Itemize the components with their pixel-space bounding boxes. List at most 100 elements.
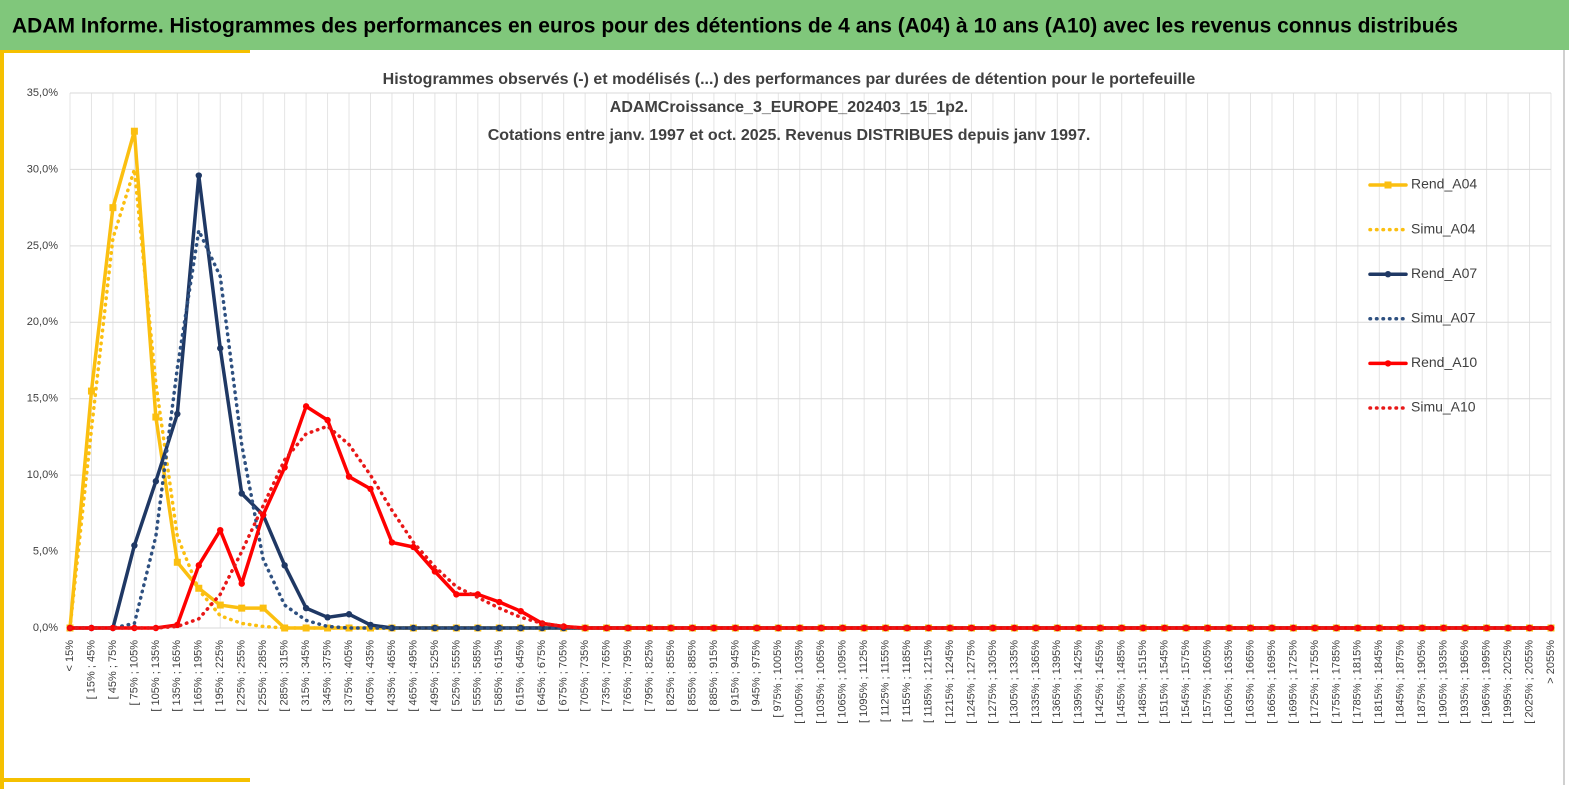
marker [324,416,331,424]
x-tick-label: [ 75% ; 105% [128,640,140,706]
accent [0,50,250,53]
x-tick-label: [ 345% ; 375% [321,640,333,712]
marker [131,542,138,549]
marker [173,558,181,566]
x-tick-label: [ 615% ; 645% [515,640,527,712]
x-tick-label: [ 315% ; 345% [300,640,312,712]
x-tick-label: [ 855% ; 885% [686,640,698,712]
x-tick-label: [ 1155% ; 1185% [901,640,913,722]
x-tick-label: [ 2025% ; 2055% [1523,640,1535,724]
x-tick-label: [ 1785% ; 1815% [1352,640,1364,724]
x-tick-label: [ 1905% ; 1935% [1438,640,1450,724]
marker [796,624,803,632]
marker [410,543,417,551]
accent [0,778,250,782]
marker [1075,624,1082,632]
chart-title: Cotations entre janv. 1997 et oct. 2025.… [488,127,1091,144]
y-tick-label: 25,0% [27,240,58,252]
x-tick-label: [ 1095% ; 1125% [858,640,870,723]
marker [1139,624,1147,632]
x-tick-label: [ 1875% ; 1905% [1416,640,1428,724]
legend-label: Rend_A04 [1411,176,1477,192]
x-tick-label: [ 1575% ; 1605% [1201,640,1213,724]
x-tick-label: [ 135% ; 165% [171,640,183,712]
marker [367,621,374,629]
border [1563,50,1565,785]
x-tick-label: [ 945% ; 975% [751,640,763,712]
x-tick-label: [ 165% ; 195% [193,640,205,712]
x-tick-label: [ 1635% ; 1665% [1244,640,1256,724]
x-tick-label: > 2055% [1545,640,1557,684]
legend-label: Simu_A04 [1411,220,1476,236]
x-tick-label: [ 1395% ; 1425% [1073,640,1085,724]
x-tick-label: [ 465% ; 495% [407,640,419,712]
y-tick-label: 5,0% [33,545,58,557]
x-tick-label: [ 195% ; 225% [214,640,226,712]
marker [410,624,417,632]
marker [1011,624,1018,632]
marker [217,345,224,352]
x-tick-label: [ 375% ; 405% [343,640,355,712]
x-tick-label: [ 1545% ; 1575% [1180,640,1192,724]
legend-marker [1384,271,1392,278]
x-tick-label: [ 1485% ; 1515% [1137,640,1149,724]
x-tick-label: [ 1455% ; 1485% [1116,640,1128,724]
legend-label: Rend_A07 [1411,265,1477,281]
marker [860,624,868,632]
x-tick-label: [ 1245% ; 1275% [965,640,977,724]
accent [0,50,4,789]
x-tick-label: [ 435% ; 465% [386,640,398,712]
marker [259,604,267,612]
marker [302,604,310,612]
y-tick-label: 10,0% [27,469,58,481]
marker [281,624,289,632]
y-tick-label: 30,0% [27,163,58,175]
x-tick-label: [ 1305% ; 1335% [1008,640,1020,724]
legend-marker [1384,360,1392,367]
x-tick-label: [ 525% ; 555% [450,640,462,712]
x-tick-label: [ 735% ; 765% [601,640,613,712]
x-tick-label: [ 1515% ; 1545% [1159,640,1171,724]
x-tick-label: [ 585% ; 615% [493,640,505,712]
x-tick-label: [ 1605% ; 1635% [1223,640,1235,724]
marker [324,614,331,621]
marker [345,624,353,632]
marker [216,601,224,609]
marker [109,624,117,632]
x-tick-label: [ 795% ; 825% [643,640,655,712]
x-tick-label: [ 15% ; 45% [85,640,97,700]
marker [195,562,202,569]
x-tick-label: [ 225% ; 255% [236,640,248,712]
marker [474,624,482,632]
x-tick-label: [ 1695% ; 1725% [1287,640,1299,724]
x-tick-label: [ 405% ; 435% [364,640,376,712]
x-tick-label: [ 105% ; 135% [150,640,162,712]
x-tick-label: [ 885% ; 915% [708,640,720,712]
marker [217,526,224,534]
header-title: ADAM Informe. Histogrammes des performan… [12,15,1458,38]
marker [174,410,181,418]
x-tick-label: [ 555% ; 585% [472,640,484,712]
x-tick-label: [ 825% ; 855% [665,640,677,712]
marker [1354,624,1362,632]
x-tick-label: [ 495% ; 525% [429,640,441,712]
x-tick-label: [ 1215% ; 1245% [944,640,956,724]
x-tick-label: [ 915% ; 945% [729,640,741,712]
x-tick-label: [ 1755% ; 1785% [1330,640,1342,724]
x-tick-label: [ 1965% ; 1995% [1481,640,1493,724]
x-tick-label: [ 765% ; 795% [622,640,634,712]
marker [87,387,95,395]
x-tick-label: [ 1425% ; 1455% [1094,640,1106,724]
legend-label: Rend_A10 [1411,354,1477,370]
x-tick-label: [ 1335% ; 1365% [1030,640,1042,724]
x-tick-label: [ 1365% ; 1395% [1051,640,1063,724]
x-tick-label: [ 45% ; 75% [107,640,119,700]
chart-title: ADAMCroissance_3_EUROPE_202403_15_1p2. [610,99,968,116]
marker [453,591,460,598]
x-tick-label: [ 1185% ; 1215% [922,640,934,723]
x-tick-label: < 15% [64,640,76,672]
legend-label: Simu_A07 [1411,310,1476,326]
marker [130,127,138,135]
